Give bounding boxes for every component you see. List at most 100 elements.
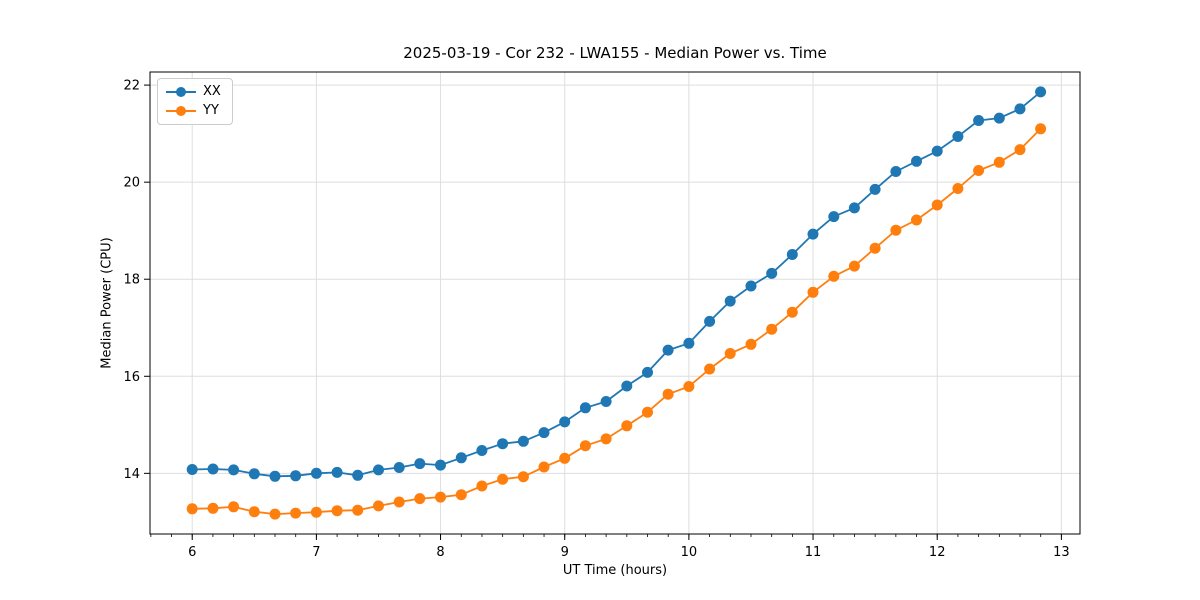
- series-xx-marker: [186, 464, 198, 475]
- y-tick-label: 18: [123, 273, 140, 288]
- series-xx-marker: [911, 155, 922, 167]
- x-tick-label: 9: [561, 545, 569, 560]
- series-xx-marker: [828, 211, 840, 223]
- series-xx-marker: [579, 402, 591, 414]
- series-yy-marker: [642, 406, 653, 418]
- series-yy-marker: [373, 500, 384, 512]
- series-yy-marker: [973, 165, 985, 176]
- series-xx-marker: [600, 396, 612, 407]
- series-yy-marker: [621, 420, 633, 432]
- x-tick-label: 8: [436, 545, 444, 560]
- series-yy-marker: [310, 506, 322, 518]
- series-xx-marker: [248, 468, 260, 480]
- series-yy-marker: [662, 388, 674, 400]
- series-xx-marker: [869, 183, 881, 195]
- x-tick-label: 10: [681, 545, 698, 560]
- series-xx-marker: [807, 228, 819, 240]
- series-yy-marker: [931, 199, 943, 211]
- series-xx-marker: [538, 427, 550, 439]
- series-yy-marker: [766, 323, 778, 335]
- series-xx-marker: [414, 458, 426, 470]
- x-tick-label: 11: [805, 545, 822, 560]
- series-yy-marker: [517, 471, 529, 483]
- x-axis-label: UT Time (hours): [562, 563, 668, 578]
- series-xx-marker: [952, 131, 964, 142]
- series-xx-marker: [455, 452, 467, 464]
- x-tick-label: 6: [188, 545, 196, 560]
- series-yy-marker: [1014, 144, 1026, 156]
- series-yy-marker: [704, 363, 716, 375]
- series-yy-marker: [828, 270, 840, 282]
- series-yy-marker: [848, 260, 860, 272]
- legend-label-xx: XX: [203, 84, 221, 99]
- series-xx-marker: [848, 202, 860, 214]
- series-yy-marker: [724, 348, 736, 359]
- series-yy-marker: [869, 242, 881, 254]
- series-yy-marker: [683, 381, 695, 392]
- series-xx-marker: [228, 464, 240, 476]
- series-yy-marker: [890, 224, 902, 236]
- series-xx-marker: [993, 112, 1005, 124]
- series-yy-marker: [497, 473, 509, 485]
- series-yy-marker: [435, 491, 446, 503]
- series-yy-marker: [476, 480, 488, 492]
- series-yy-marker: [538, 461, 550, 473]
- series-xx-marker: [1014, 103, 1026, 115]
- series-yy-marker: [993, 156, 1005, 168]
- series-yy-marker: [414, 493, 426, 505]
- series-yy-marker: [207, 502, 219, 514]
- series-xx-marker: [890, 166, 902, 177]
- series-xx-marker: [931, 145, 943, 157]
- series-yy-marker: [911, 214, 922, 226]
- series-yy-marker: [786, 306, 798, 318]
- series-yy-marker: [352, 504, 364, 516]
- legend-line-marker-icon: [166, 105, 196, 117]
- series-yy-marker: [1035, 123, 1047, 135]
- x-tick-label: 12: [929, 545, 946, 560]
- series-yy-marker: [600, 433, 612, 445]
- legend-line-marker-icon: [166, 86, 196, 98]
- y-tick-label: 14: [123, 467, 140, 482]
- series-yy-marker: [269, 508, 281, 520]
- series-xx-marker: [393, 462, 405, 473]
- series-xx-line: [192, 91, 1042, 478]
- legend-entry-yy: YY: [166, 104, 221, 118]
- chart-title: 2025-03-19 - Cor 232 - LWA155 - Median P…: [403, 44, 827, 62]
- x-tick-label: 13: [1053, 545, 1070, 560]
- series-xx-marker: [1035, 86, 1047, 98]
- series-yy-marker: [455, 489, 467, 501]
- legend-dot-icon: [176, 87, 186, 97]
- series-xx-marker: [331, 466, 343, 478]
- series-yy-marker: [393, 496, 405, 508]
- legend: XX YY: [157, 78, 233, 125]
- series-yy-marker: [579, 440, 591, 452]
- series-xx-marker: [497, 438, 509, 450]
- series-xx-marker: [621, 380, 633, 392]
- series-yy-marker: [228, 501, 240, 513]
- series-yy-marker: [952, 183, 964, 194]
- series-xx-marker: [373, 464, 384, 476]
- series-xx-marker: [559, 416, 571, 428]
- series-xx-marker: [476, 445, 488, 456]
- series-xx-marker: [766, 267, 778, 279]
- series-xx-marker: [724, 295, 736, 307]
- series-xx-marker: [973, 115, 985, 126]
- series-yy-marker: [248, 506, 260, 518]
- series-xx-marker: [517, 435, 529, 447]
- legend-dot-icon: [176, 106, 186, 116]
- series-xx-marker: [435, 459, 446, 471]
- series-xx-marker: [207, 463, 219, 475]
- y-tick-label: 22: [123, 79, 140, 94]
- series-xx-marker: [352, 469, 364, 481]
- series-xx-marker: [642, 366, 653, 378]
- y-tick-label: 16: [123, 370, 140, 385]
- x-tick-label: 7: [312, 545, 320, 560]
- series-xx-marker: [662, 344, 674, 356]
- series-yy-marker: [745, 338, 757, 350]
- series-yy-marker: [290, 507, 302, 519]
- series-xx-marker: [310, 467, 322, 479]
- series-yy-line: [192, 128, 1042, 515]
- series-xx-marker: [683, 337, 695, 349]
